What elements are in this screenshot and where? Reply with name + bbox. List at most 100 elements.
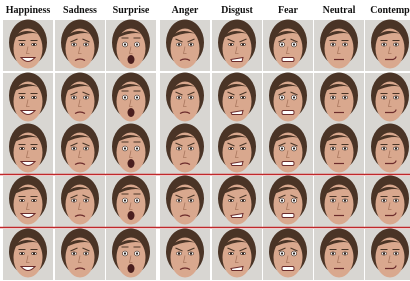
- face-photo: [160, 176, 210, 228]
- face-photo: [55, 229, 105, 281]
- pupil: [136, 96, 138, 98]
- face-photo: [3, 20, 53, 72]
- pupil: [332, 96, 334, 98]
- face-photo: [160, 20, 210, 72]
- face-photo: [263, 73, 313, 125]
- face-photo: [212, 176, 262, 228]
- pupil: [293, 199, 295, 201]
- pupil: [344, 43, 346, 45]
- pupil: [332, 43, 334, 45]
- face-grid: [3, 20, 410, 281]
- column-header: Happiness: [6, 5, 51, 16]
- pupil: [293, 43, 295, 45]
- pupil: [293, 252, 295, 254]
- pupil: [242, 43, 244, 45]
- pupil: [395, 43, 397, 45]
- pupil: [136, 147, 138, 149]
- pupil: [124, 147, 126, 149]
- face-photo: [106, 20, 156, 72]
- mouth: [128, 55, 135, 64]
- face-photo: [3, 229, 53, 281]
- face-photo: [314, 176, 364, 228]
- pupil: [281, 252, 283, 254]
- face-photo: [365, 20, 410, 72]
- pupil: [281, 96, 283, 98]
- face-photo: [106, 124, 156, 176]
- pupil: [332, 147, 334, 149]
- pupil: [242, 252, 244, 254]
- pupil: [395, 96, 397, 98]
- pupil: [73, 43, 75, 45]
- pupil: [383, 199, 385, 201]
- pupil: [383, 96, 385, 98]
- pupil: [21, 43, 23, 45]
- pupil: [344, 199, 346, 201]
- pupil: [383, 43, 385, 45]
- pupil: [73, 147, 75, 149]
- face-photo: [106, 176, 156, 228]
- face-photo: [365, 124, 410, 176]
- pupil: [332, 252, 334, 254]
- mouth: [282, 267, 294, 271]
- pupil: [395, 199, 397, 201]
- face-photo: [263, 124, 313, 176]
- face-photo: [212, 124, 262, 176]
- pupil: [230, 199, 232, 201]
- pupil: [21, 147, 23, 149]
- face-photo: [365, 73, 410, 125]
- pupil: [124, 199, 126, 201]
- column-header: Anger: [172, 5, 199, 16]
- pupil: [293, 96, 295, 98]
- pupil: [85, 147, 87, 149]
- pupil: [21, 96, 23, 98]
- pupil: [85, 199, 87, 201]
- pupil: [242, 199, 244, 201]
- pupil: [33, 96, 35, 98]
- face-photo: [365, 229, 410, 281]
- pupil: [242, 96, 244, 98]
- pupil: [21, 252, 23, 254]
- face-photo: [365, 176, 410, 228]
- pupil: [230, 252, 232, 254]
- face-photo: [314, 73, 364, 125]
- pupil: [33, 43, 35, 45]
- mouth: [282, 214, 294, 218]
- pupil: [136, 199, 138, 201]
- face-photo: [212, 229, 262, 281]
- pupil: [136, 252, 138, 254]
- pupil: [281, 43, 283, 45]
- face-photo: [55, 124, 105, 176]
- page: HappinessSadnessSurpriseAngerDisgustFear…: [0, 0, 410, 281]
- pupil: [190, 96, 192, 98]
- mouth: [282, 111, 294, 115]
- face-photo: [160, 229, 210, 281]
- face-photo: [106, 73, 156, 125]
- pupil: [230, 147, 232, 149]
- pupil: [344, 96, 346, 98]
- pupil: [395, 147, 397, 149]
- face-photo: [212, 20, 262, 72]
- face-photo: [263, 176, 313, 228]
- pupil: [344, 252, 346, 254]
- pupil: [178, 96, 180, 98]
- column-header: Disgust: [221, 5, 253, 16]
- mouth: [128, 159, 135, 168]
- mouth: [128, 264, 135, 273]
- face-photo: [212, 73, 262, 125]
- face-photo: [314, 229, 364, 281]
- face-photo: [314, 20, 364, 72]
- pupil: [230, 43, 232, 45]
- pupil: [178, 147, 180, 149]
- pupil: [124, 252, 126, 254]
- pupil: [73, 199, 75, 201]
- pupil: [21, 199, 23, 201]
- pupil: [383, 252, 385, 254]
- pupil: [190, 147, 192, 149]
- pupil: [73, 252, 75, 254]
- pupil: [178, 43, 180, 45]
- column-header: Fear: [278, 5, 299, 16]
- column-header: Contemp: [370, 5, 410, 16]
- pupil: [85, 252, 87, 254]
- pupil: [395, 252, 397, 254]
- pupil: [293, 147, 295, 149]
